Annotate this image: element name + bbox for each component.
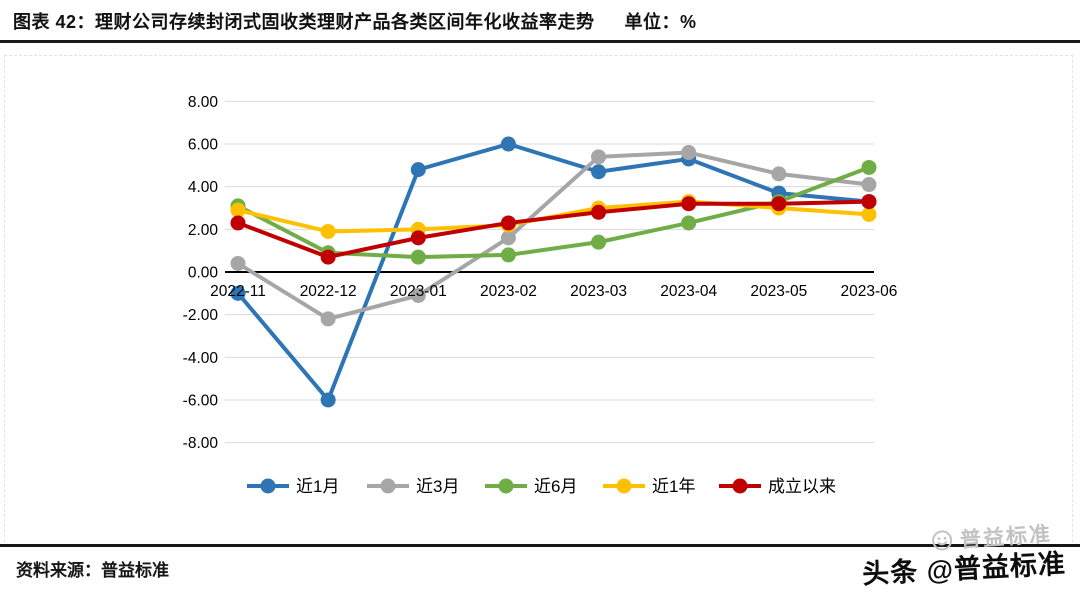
x-tick-label: 2023-04 (660, 283, 717, 300)
x-tick-label: 2023-02 (480, 283, 537, 300)
y-tick-label: -4.00 (183, 350, 219, 367)
data-point (861, 159, 877, 175)
data-point (591, 149, 607, 165)
data-point (591, 204, 607, 220)
data-point (771, 166, 787, 182)
title-divider (0, 40, 1080, 43)
data-point (320, 392, 336, 408)
chart-unit-label: 单位：% (624, 12, 697, 32)
chart-title: 图表 42：理财公司存续封闭式固收类理财产品各类区间年化收益率走势 单位：% (13, 8, 1070, 34)
data-point (320, 249, 336, 265)
data-point (230, 285, 246, 301)
legend-item-近1年: 近1年 (603, 477, 695, 496)
watermark-text: 头条 @普益标准 (861, 548, 1067, 590)
smiley-icon (932, 530, 953, 551)
legend-label: 近6月 (534, 477, 577, 496)
legend-item-近3月: 近3月 (367, 477, 459, 496)
data-point (500, 136, 516, 152)
data-point (681, 196, 697, 212)
y-tick-label: 2.00 (188, 222, 219, 239)
data-point (320, 311, 336, 327)
legend-label: 近1月 (296, 477, 339, 496)
data-point (500, 230, 516, 246)
watermark: 普益标准 头条 @普益标准 (820, 500, 1080, 592)
source-note: 资料来源：普益标准 (16, 561, 169, 580)
data-point (500, 247, 516, 263)
x-axis-labels: 2022-11 2022-12 2023-01 2023-02 2023-03 2023-… (210, 283, 897, 300)
legend-marker (260, 478, 276, 494)
data-point (861, 194, 877, 210)
series-line (236, 142, 871, 402)
data-point (230, 215, 246, 231)
y-tick-label: 4.00 (188, 179, 219, 196)
legend-marker (732, 478, 748, 494)
y-tick-label: -2.00 (183, 307, 219, 324)
legend-item-成立以来: 成立以来 (719, 477, 836, 496)
x-tick-label: 2022-12 (300, 283, 357, 300)
series-近3月 (230, 145, 877, 327)
data-point (681, 145, 697, 161)
data-point (410, 249, 426, 265)
data-point (410, 162, 426, 178)
line-chart: 8.00 6.00 4.00 2.00 0.00 -2.00 -4.00 -6.00 -8.00… (183, 94, 898, 496)
data-point (230, 255, 246, 271)
legend-label: 成立以来 (768, 477, 836, 496)
y-tick-label: 8.00 (188, 94, 219, 111)
legend-marker (616, 478, 632, 494)
data-point (500, 215, 516, 231)
data-point (410, 287, 426, 303)
legend-label: 近1年 (652, 477, 695, 496)
data-point (771, 196, 787, 212)
x-tick-label: 2023-05 (750, 283, 807, 300)
legend: 近1月 近3月 近6月 近1年 成立以来 (247, 477, 836, 496)
y-tick-label: 0.00 (188, 265, 219, 282)
legend-label: 近3月 (416, 477, 459, 496)
data-point (861, 206, 877, 222)
y-tick-label: 6.00 (188, 137, 219, 154)
y-tick-label: -8.00 (183, 435, 219, 452)
footer-divider (0, 544, 1080, 547)
data-point (230, 202, 246, 218)
series-line (236, 199, 871, 260)
watermark-ghost: 普益标准 (929, 518, 1053, 556)
legend-marker (380, 478, 396, 494)
legend-marker (498, 478, 514, 494)
x-tick-label: 2023-06 (841, 283, 898, 300)
legend-item-近1月: 近1月 (247, 477, 339, 496)
data-point (320, 223, 336, 239)
legend-item-近6月: 近6月 (485, 477, 577, 496)
x-tick-label: 2023-01 (390, 283, 447, 300)
y-axis-labels: 8.00 6.00 4.00 2.00 0.00 -2.00 -4.00 -6.00 -8.00 (183, 94, 219, 452)
x-tick-label: 2023-03 (570, 283, 627, 300)
data-point (681, 215, 697, 231)
data-point (410, 230, 426, 246)
data-point (861, 177, 877, 193)
series-成立以来 (230, 194, 877, 265)
chart-title-text: 图表 42：理财公司存续封闭式固收类理财产品各类区间年化收益率走势 (13, 12, 595, 32)
data-point (591, 164, 607, 180)
series-line (236, 150, 871, 321)
y-tick-label: -6.00 (183, 392, 219, 409)
chart-panel: 8.00 6.00 4.00 2.00 0.00 -2.00 -4.00 -6.00 -8.00… (4, 55, 1073, 547)
data-point (591, 234, 607, 250)
x-tick-label: 2022-11 (210, 283, 266, 300)
